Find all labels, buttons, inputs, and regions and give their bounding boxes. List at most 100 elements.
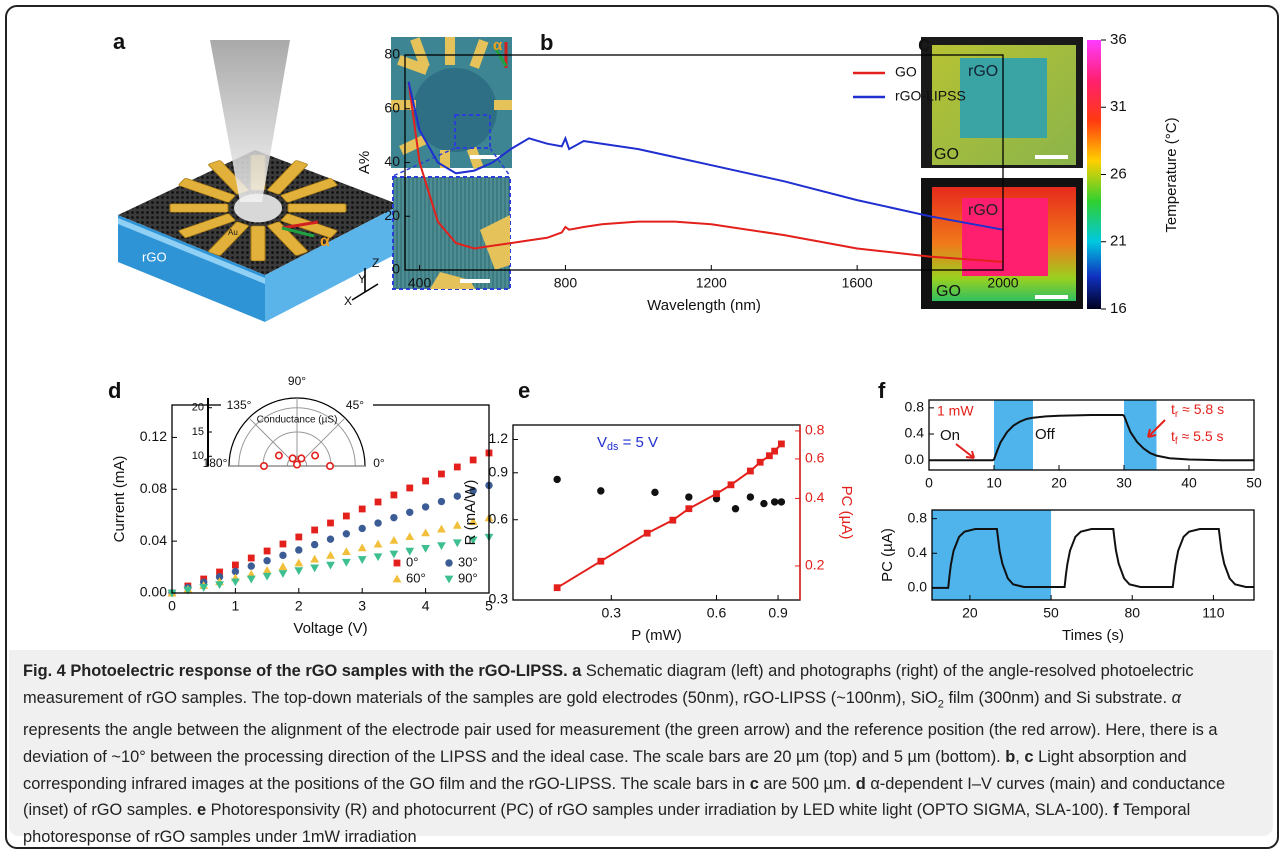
point [747,468,754,475]
point [421,528,430,536]
polar-point [294,461,300,467]
panel-label: a [113,29,126,54]
point [279,570,288,578]
panel-label: d [108,378,121,403]
point [713,490,720,497]
x-tick-label: 20 [962,605,978,621]
point [644,530,651,537]
y-axis-label: Current (mA) [111,456,128,543]
plot-frame [513,425,800,600]
caption-text: Photoresponsivity (R) and photocurrent (… [206,801,1113,819]
caption-text: film (300nm) and Si substrate. [944,689,1172,707]
x-tick-label: 3 [358,598,366,614]
point [358,556,367,564]
sio2-label-part: SiO [128,281,148,295]
page: {"panel_a":{"label":"a","au":"Au","alpha… [0,0,1284,854]
panel-c: c rGO GO rGO GO Temperature (°C) [918,31,1180,309]
point [311,527,318,534]
colorbar-tick-label: 21 [1110,233,1127,250]
rgo-label: rGO [968,63,998,80]
point [406,509,413,516]
point [454,492,461,499]
theta-tick-label: 135° [227,398,252,412]
point [422,478,429,485]
legend-label: GO [895,64,917,80]
caption: Fig. 4 Photoelectric response of the rGO… [9,650,1273,836]
x-tick-label: 10 [986,475,1002,491]
point [422,503,429,510]
point [445,576,454,584]
point [651,489,658,496]
point [280,541,287,548]
colorbar-tick-label: 36 [1110,31,1127,48]
point [263,573,272,581]
point [390,536,399,544]
point [311,541,318,548]
polar-point [261,463,267,469]
point [231,578,240,586]
x-tick-label: 4 [422,598,430,614]
y2-tick-label: 0.8 [805,422,825,438]
x-tick-label: 0 [925,475,933,491]
point [326,562,335,570]
point [263,557,270,564]
y-tick-label: 0 [392,261,400,277]
y-tick-label: 0.04 [140,532,167,548]
x-tick-label: 50 [1246,475,1262,491]
point [771,448,778,455]
polar-point [312,452,318,458]
y-tick-label: 0.4 [908,544,928,560]
polar-point [327,463,333,469]
alpha-label: α [320,233,330,250]
point [359,525,366,532]
r-tick-label: 15 [192,426,204,438]
x-tick-label: 80 [1124,605,1140,621]
point [728,481,735,488]
x-tick-label: 0.3 [602,605,622,621]
point [760,500,767,507]
caption-text: e [197,801,206,819]
point [421,545,430,553]
y2-tick-label: 0.2 [805,557,825,573]
y-tick-label: 0.12 [140,428,167,444]
point [757,459,764,466]
colorbar-tick-label: 26 [1110,165,1127,182]
polar-point [298,455,304,461]
x-tick-label: 2 [295,598,303,614]
point [248,555,255,562]
x-tick-label: 800 [554,275,578,291]
x-tick-label: 110 [1202,605,1225,621]
y2-tick-label: 0.4 [805,489,825,505]
point [248,562,255,569]
y-axis-label: PC (µA) [879,528,896,582]
y-axis-label: A% [356,151,373,174]
point [295,534,302,541]
au-label: Au [228,228,238,237]
point [391,492,398,499]
point [327,535,334,542]
x-axis-label: Voltage (V) [293,620,367,637]
annotation: On [940,427,960,444]
colorbar-tick-label: 31 [1110,98,1127,115]
caption-text: α [1172,689,1181,707]
series-line [557,444,781,588]
y-tick-label: 60 [384,99,400,115]
legend-label: 60° [406,570,426,585]
panel-label: e [518,378,530,403]
caption-text: a [572,662,581,680]
shaded-region [1124,400,1157,470]
point [327,520,334,527]
y-tick-label: 20 [384,207,400,223]
point [358,543,367,551]
point [405,532,414,540]
caption-text: c [1024,748,1033,766]
caption-text: Fig. 4 Photoelectric response of the rGO… [23,662,568,680]
annotation-part: ≈ 5.8 s [1178,401,1224,417]
y-tick-label: 0.8 [908,509,928,525]
point [685,493,692,500]
colorbar-label: Temperature (°C) [1163,117,1180,232]
point [264,548,271,555]
point [778,498,785,505]
x-tick-label: 0.9 [768,605,788,621]
x-axis-label: Wavelength (nm) [647,297,761,314]
